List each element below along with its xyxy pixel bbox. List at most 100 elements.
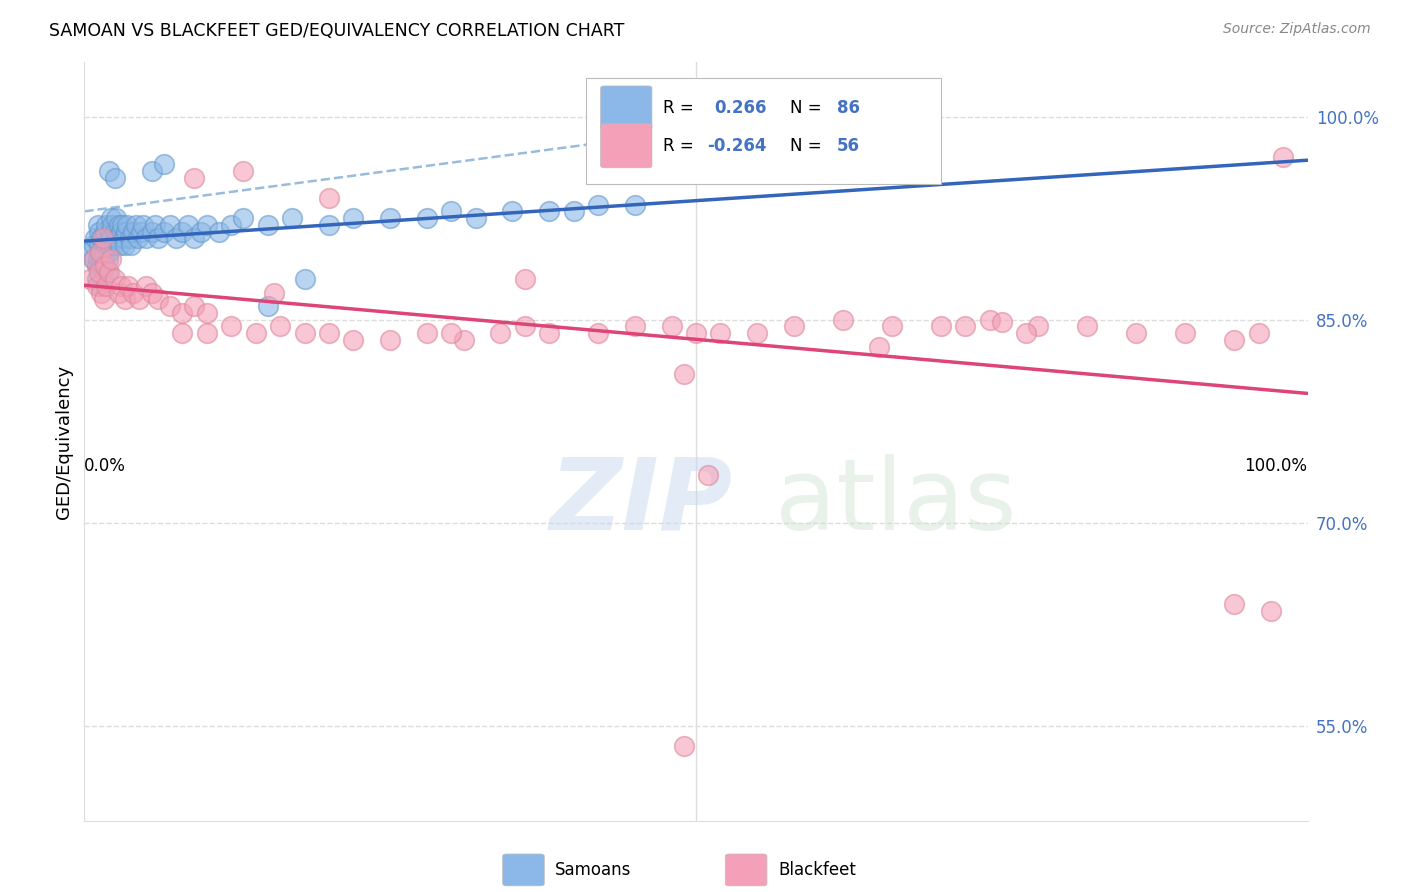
- Point: [1260, 604, 1282, 618]
- Point: [146, 293, 169, 307]
- Point: [96, 238, 118, 252]
- Point: [97, 244, 120, 259]
- Point: [97, 265, 120, 279]
- Text: 0.266: 0.266: [714, 99, 766, 117]
- Text: R =: R =: [664, 99, 699, 117]
- Point: [98, 225, 121, 239]
- Point: [380, 333, 402, 347]
- Point: [183, 170, 205, 185]
- Point: [125, 218, 148, 232]
- Point: [90, 285, 112, 300]
- Point: [232, 163, 254, 178]
- Point: [380, 211, 402, 226]
- Point: [110, 278, 132, 293]
- Point: [89, 244, 111, 259]
- Point: [153, 157, 176, 171]
- Point: [685, 326, 707, 341]
- Point: [97, 252, 120, 266]
- FancyBboxPatch shape: [600, 86, 652, 130]
- Point: [112, 231, 135, 245]
- Point: [190, 225, 212, 239]
- Text: N =: N =: [790, 136, 827, 155]
- Point: [416, 326, 439, 341]
- Point: [100, 231, 122, 245]
- Point: [103, 238, 125, 252]
- Point: [342, 333, 364, 347]
- FancyBboxPatch shape: [586, 78, 941, 184]
- Point: [1015, 326, 1038, 341]
- Point: [1247, 326, 1270, 341]
- Point: [183, 231, 205, 245]
- Point: [159, 218, 181, 232]
- Point: [464, 211, 486, 226]
- Text: Samoans: Samoans: [555, 861, 631, 879]
- Point: [869, 340, 891, 354]
- Point: [195, 326, 218, 341]
- Point: [91, 259, 114, 273]
- Point: [93, 293, 115, 307]
- Point: [105, 231, 128, 245]
- Point: [672, 739, 695, 754]
- Point: [129, 225, 152, 239]
- Point: [79, 272, 101, 286]
- Point: [697, 468, 720, 483]
- Text: 56: 56: [837, 136, 859, 155]
- Point: [91, 231, 114, 245]
- Point: [87, 218, 110, 232]
- Point: [294, 326, 316, 341]
- Point: [79, 244, 101, 259]
- Point: [661, 319, 683, 334]
- Point: [115, 218, 138, 232]
- Point: [97, 265, 120, 279]
- Text: R =: R =: [664, 136, 699, 155]
- Point: [118, 231, 141, 245]
- Point: [87, 252, 110, 266]
- Point: [114, 238, 136, 252]
- Point: [87, 238, 110, 252]
- Point: [108, 238, 131, 252]
- Point: [135, 278, 157, 293]
- Point: [97, 231, 120, 245]
- Point: [219, 218, 242, 232]
- Point: [245, 326, 267, 341]
- Point: [117, 278, 139, 293]
- Point: [122, 225, 145, 239]
- Point: [1125, 326, 1147, 341]
- Point: [281, 211, 304, 226]
- Point: [513, 319, 536, 334]
- Point: [502, 204, 524, 219]
- Point: [318, 191, 340, 205]
- Point: [93, 252, 115, 266]
- Text: 0.0%: 0.0%: [84, 457, 127, 475]
- Point: [100, 252, 122, 266]
- Point: [89, 244, 111, 259]
- FancyBboxPatch shape: [600, 124, 652, 168]
- Point: [538, 204, 561, 219]
- Point: [153, 225, 176, 239]
- Text: Source: ZipAtlas.com: Source: ZipAtlas.com: [1223, 22, 1371, 37]
- Point: [82, 252, 104, 266]
- Point: [87, 265, 110, 279]
- Point: [96, 218, 118, 232]
- Text: -0.264: -0.264: [707, 136, 766, 155]
- Point: [294, 272, 316, 286]
- Text: Blackfeet: Blackfeet: [778, 861, 856, 879]
- Point: [91, 244, 114, 259]
- Point: [107, 218, 129, 232]
- Point: [115, 225, 138, 239]
- Point: [709, 326, 731, 341]
- Point: [318, 218, 340, 232]
- Point: [86, 259, 108, 273]
- Point: [416, 211, 439, 226]
- Point: [195, 306, 218, 320]
- Point: [93, 238, 115, 252]
- Text: ZIP: ZIP: [550, 454, 733, 550]
- Point: [1174, 326, 1197, 341]
- Point: [141, 225, 163, 239]
- Point: [513, 272, 536, 286]
- Point: [97, 163, 120, 178]
- Point: [453, 333, 475, 347]
- Point: [84, 231, 107, 245]
- FancyBboxPatch shape: [725, 854, 766, 886]
- Point: [132, 218, 155, 232]
